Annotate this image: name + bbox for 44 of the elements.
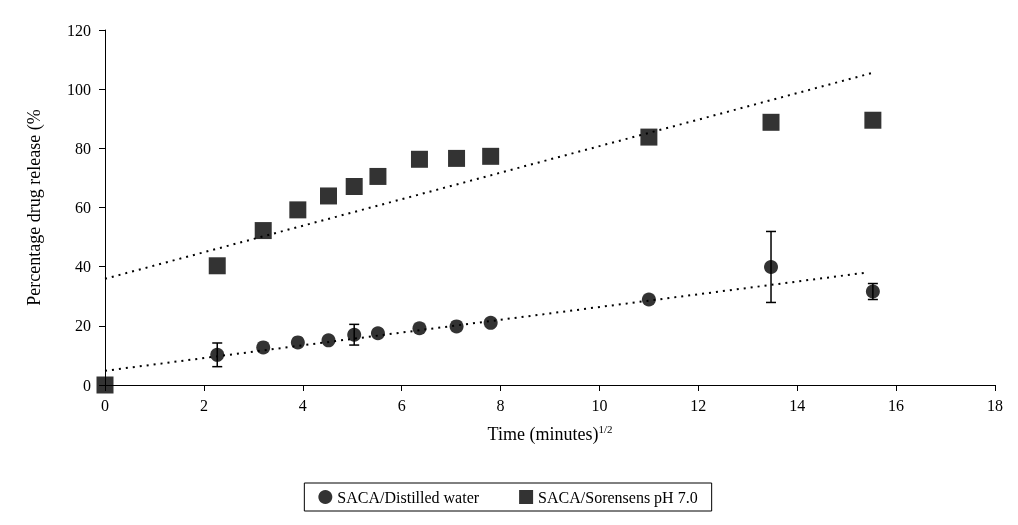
y-tick-label: 0 [83,376,91,394]
point [290,335,305,350]
x-tick-label: 14 [789,396,806,414]
y-tick-label: 80 [75,139,91,157]
point [483,315,498,330]
y-tick-label: 40 [75,258,91,276]
point [640,128,658,146]
point [254,222,272,240]
point [412,321,427,336]
x-tick-label: 6 [397,396,406,414]
x-tick-label: 8 [496,396,505,414]
point [410,150,428,168]
point [345,178,363,195]
point [321,333,336,348]
x-tick-label: 0 [101,396,109,414]
point [289,201,307,219]
legend-label: SACA/Sorensens pH 7.0 [538,488,698,507]
legend-label: SACA/Distilled water [337,488,480,506]
x-tick-label: 2 [199,396,208,414]
y-axis-title: Percentage drug release (% [24,109,45,306]
point [319,187,337,205]
point [210,347,225,362]
x-tick-label: 4 [298,396,307,414]
point [764,259,779,274]
y-tick-label: 20 [75,317,91,335]
point [449,319,464,334]
y-tick-label: 100 [67,80,91,98]
point [256,340,271,355]
x-tick-label: 10 [591,396,608,414]
point [762,113,780,131]
point [369,167,387,185]
point [641,292,656,307]
x-tick-label: 16 [888,396,905,414]
point [208,257,226,275]
point [96,376,114,394]
point [347,327,362,342]
point [370,326,385,341]
y-tick-label: 60 [75,199,91,216]
point [482,147,500,165]
point [448,149,466,167]
y-tick-label: 120 [67,21,91,39]
x-tick-label: 18 [987,396,1003,414]
point [864,111,882,129]
x-tick-label: 12 [690,396,707,414]
